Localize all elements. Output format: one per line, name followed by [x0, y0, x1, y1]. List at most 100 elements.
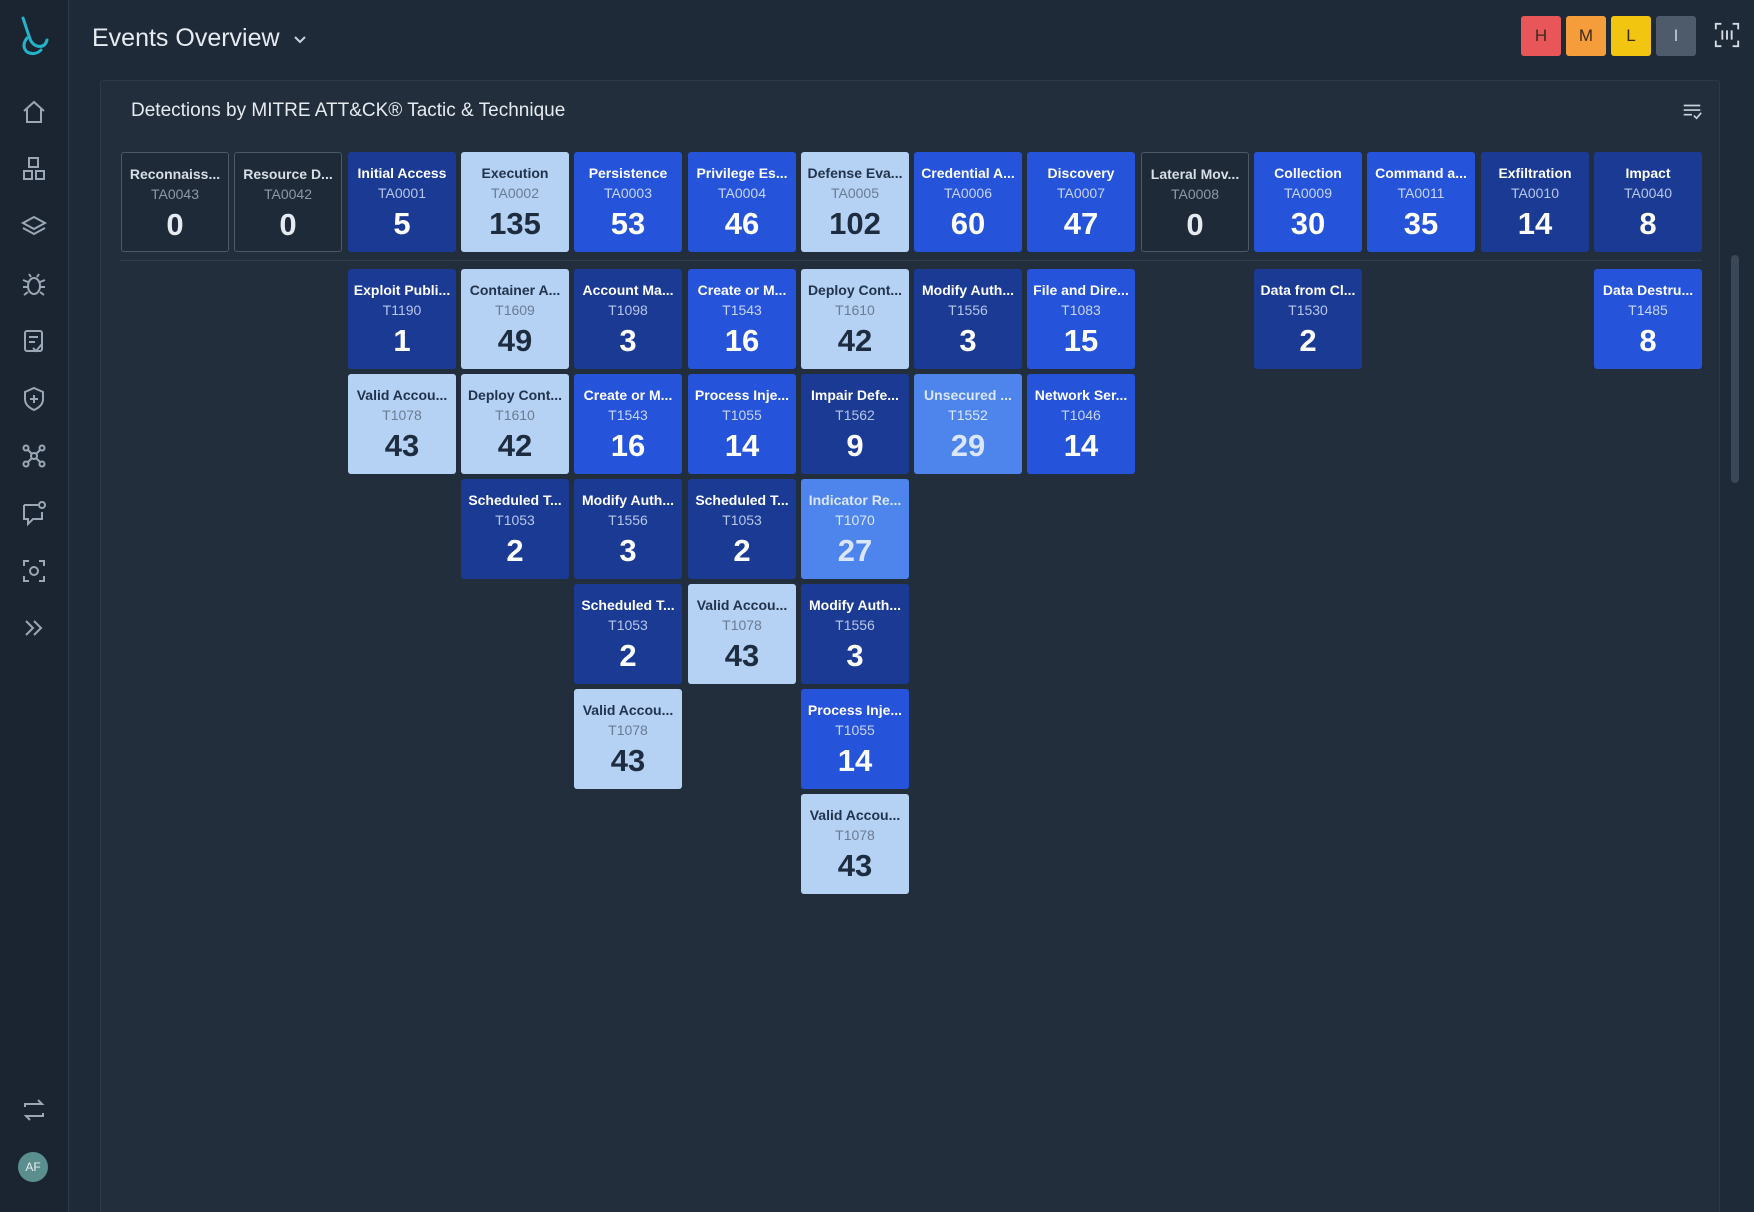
chat-icon[interactable]: [17, 496, 51, 530]
scan-icon[interactable]: [17, 554, 51, 588]
technique-tile[interactable]: Create or M... T1543 16: [574, 374, 682, 474]
tile-name: Data Destru...: [1602, 282, 1694, 298]
tactic-tile[interactable]: Lateral Mov... TA0008 0: [1141, 152, 1249, 252]
tile-id: T1556: [948, 302, 988, 318]
sync-icon[interactable]: [17, 1093, 51, 1127]
avatar[interactable]: AF: [18, 1152, 48, 1182]
tile-count: 3: [619, 533, 637, 568]
tile-id: T1552: [948, 407, 988, 423]
tile-id: TA0040: [1624, 185, 1672, 201]
technique-tile[interactable]: Data from Cl... T1530 2: [1254, 269, 1362, 369]
technique-tile[interactable]: Impair Defe... T1562 9: [801, 374, 909, 474]
tile-count: 0: [279, 207, 297, 242]
shield-icon[interactable]: [17, 382, 51, 416]
tactic-tile[interactable]: Command a... TA0011 35: [1367, 152, 1475, 252]
tile-count: 102: [829, 206, 881, 241]
network-icon[interactable]: [17, 439, 51, 473]
tile-id: T1556: [835, 617, 875, 633]
technique-tile[interactable]: Deploy Cont... T1610 42: [801, 269, 909, 369]
tile-name: Modify Auth...: [581, 492, 675, 508]
tile-id: T1078: [835, 827, 875, 843]
tile-count: 14: [724, 428, 760, 463]
qr-scan-icon[interactable]: [1712, 18, 1742, 52]
tile-name: Collection: [1274, 165, 1342, 181]
technique-tile[interactable]: Process Inje... T1055 14: [688, 374, 796, 474]
tile-name: Lateral Mov...: [1150, 166, 1240, 182]
tile-name: Valid Accou...: [809, 807, 901, 823]
technique-tile[interactable]: Modify Auth... T1556 3: [801, 584, 909, 684]
technique-tile[interactable]: Valid Accou... T1078 43: [801, 794, 909, 894]
dashboard-icon[interactable]: [17, 152, 51, 186]
tile-id: T1053: [608, 617, 648, 633]
expand-icon[interactable]: [17, 611, 51, 645]
severity-filter-l[interactable]: L: [1611, 16, 1651, 56]
severity-filter-h[interactable]: H: [1521, 16, 1561, 56]
tile-id: T1556: [608, 512, 648, 528]
technique-tile[interactable]: Scheduled T... T1053 2: [574, 584, 682, 684]
tactic-tile[interactable]: Discovery TA0007 47: [1027, 152, 1135, 252]
tile-name: Persistence: [588, 165, 668, 181]
technique-tile[interactable]: Scheduled T... T1053 2: [461, 479, 569, 579]
page-title-dropdown[interactable]: Events Overview: [92, 24, 310, 53]
tile-name: Indicator Re...: [808, 492, 902, 508]
tile-name: Reconnaiss...: [129, 166, 221, 182]
technique-tile[interactable]: Exploit Publi... T1190 1: [348, 269, 456, 369]
severity-filter-i[interactable]: I: [1656, 16, 1696, 56]
tile-id: TA0009: [1284, 185, 1332, 201]
tile-id: T1078: [608, 722, 648, 738]
tactic-tile[interactable]: Collection TA0009 30: [1254, 152, 1362, 252]
tile-count: 27: [837, 533, 873, 568]
scrollbar[interactable]: [1731, 255, 1739, 483]
tactic-tile[interactable]: Privilege Es... TA0004 46: [688, 152, 796, 252]
technique-tile[interactable]: Network Ser... T1046 14: [1027, 374, 1135, 474]
technique-tile[interactable]: Indicator Re... T1070 27: [801, 479, 909, 579]
tile-count: 16: [610, 428, 646, 463]
technique-tile[interactable]: File and Dire... T1083 15: [1027, 269, 1135, 369]
technique-tile[interactable]: Valid Accou... T1078 43: [688, 584, 796, 684]
bug-icon[interactable]: [17, 267, 51, 301]
technique-tile[interactable]: Valid Accou... T1078 43: [574, 689, 682, 789]
tile-count: 35: [1403, 206, 1439, 241]
tactic-tile[interactable]: Exfiltration TA0010 14: [1481, 152, 1589, 252]
tactic-tile[interactable]: Credential A... TA0006 60: [914, 152, 1022, 252]
technique-tile[interactable]: Unsecured ... T1552 29: [914, 374, 1022, 474]
tile-count: 3: [619, 323, 637, 358]
tile-id: T1053: [495, 512, 535, 528]
technique-tile[interactable]: Modify Auth... T1556 3: [574, 479, 682, 579]
tile-count: 0: [1186, 207, 1204, 242]
app-logo-icon[interactable]: [17, 16, 51, 56]
tile-count: 46: [724, 206, 760, 241]
tile-count: 2: [733, 533, 751, 568]
technique-tile[interactable]: Valid Accou... T1078 43: [348, 374, 456, 474]
tile-name: Create or M...: [697, 282, 787, 298]
technique-tile[interactable]: Data Destru... T1485 8: [1594, 269, 1702, 369]
technique-tile[interactable]: Container A... T1609 49: [461, 269, 569, 369]
layers-icon[interactable]: [17, 210, 51, 244]
tile-count: 43: [837, 848, 873, 883]
tile-count: 15: [1063, 323, 1099, 358]
severity-filter-m[interactable]: M: [1566, 16, 1606, 56]
tile-name: Defense Eva...: [807, 165, 903, 181]
technique-tile[interactable]: Deploy Cont... T1610 42: [461, 374, 569, 474]
tactic-tile[interactable]: Reconnaiss... TA0043 0: [121, 152, 229, 252]
technique-tile[interactable]: Modify Auth... T1556 3: [914, 269, 1022, 369]
technique-tile[interactable]: Process Inje... T1055 14: [801, 689, 909, 789]
tactic-tile[interactable]: Resource D... TA0042 0: [234, 152, 342, 252]
tile-count: 14: [1517, 206, 1553, 241]
tile-count: 43: [724, 638, 760, 673]
tactic-tile[interactable]: Defense Eva... TA0005 102: [801, 152, 909, 252]
checklist-icon[interactable]: [17, 324, 51, 358]
tile-name: Process Inje...: [694, 387, 790, 403]
tile-name: Impact: [1625, 165, 1671, 181]
tactic-tile[interactable]: Impact TA0040 8: [1594, 152, 1702, 252]
tactic-tile[interactable]: Initial Access TA0001 5: [348, 152, 456, 252]
tile-count: 8: [1639, 323, 1657, 358]
tactic-tile[interactable]: Persistence TA0003 53: [574, 152, 682, 252]
tile-name: Process Inje...: [807, 702, 903, 718]
technique-tile[interactable]: Create or M... T1543 16: [688, 269, 796, 369]
home-icon[interactable]: [17, 95, 51, 129]
technique-tile[interactable]: Scheduled T... T1053 2: [688, 479, 796, 579]
technique-tile[interactable]: Account Ma... T1098 3: [574, 269, 682, 369]
list-filter-icon[interactable]: [1681, 100, 1705, 124]
tactic-tile[interactable]: Execution TA0002 135: [461, 152, 569, 252]
